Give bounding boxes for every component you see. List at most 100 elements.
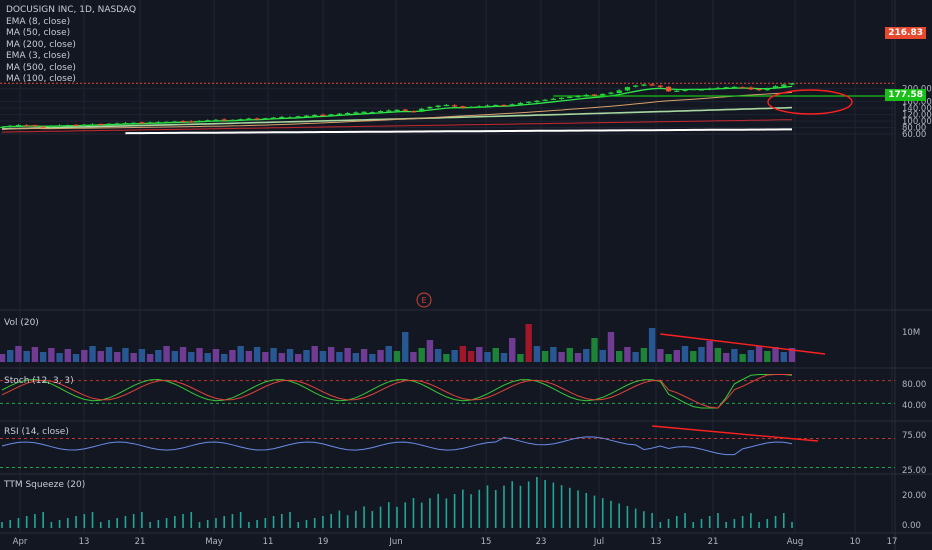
candle-89	[731, 86, 737, 89]
volume-bar-8	[64, 349, 72, 362]
volume-bar-20	[163, 346, 170, 362]
volume-bar-21	[171, 351, 179, 362]
candle-68	[558, 97, 565, 100]
volume-bar-33	[270, 348, 277, 362]
candle-24	[196, 120, 203, 122]
x-tick-9: Jul	[593, 537, 604, 547]
stoch-k-line	[1, 374, 793, 409]
volume-bar-7	[56, 353, 63, 362]
y-tick-2: 100.00	[902, 117, 932, 127]
candle-67	[550, 98, 556, 100]
legend-ma50: MA (50, close)	[6, 28, 71, 38]
volume-bar-93	[764, 351, 771, 362]
volume-bar-72	[591, 338, 598, 362]
y-tick-4: 140.00	[902, 104, 932, 114]
volume-bar-41	[336, 352, 343, 362]
candle-14	[114, 123, 120, 125]
candle-48	[394, 109, 400, 111]
candle-42	[345, 113, 351, 115]
candle-93	[764, 88, 770, 91]
candle-80	[657, 85, 663, 87]
volume-bar-14	[114, 352, 121, 362]
volume-bar-95	[780, 352, 787, 362]
volume-bar-87	[714, 348, 722, 362]
candle-40	[328, 114, 334, 116]
candle-90	[740, 87, 746, 89]
legend-ema3: EMA (3, close)	[6, 51, 71, 61]
volume-bar-0	[0, 354, 6, 362]
volume-bar-25	[204, 353, 211, 362]
candle-19	[155, 122, 161, 124]
x-tick-7: 15	[481, 537, 492, 547]
y-tick-5: 160.00	[902, 98, 932, 108]
x-tick-3: May	[205, 537, 223, 547]
candle-39	[320, 114, 326, 116]
candle-77	[633, 85, 639, 87]
volume-bar-64	[525, 324, 532, 362]
volume-bar-29	[237, 346, 244, 362]
volume-bar-4	[31, 347, 39, 362]
legend-ma500: MA (500, close)	[6, 62, 76, 73]
candle-55	[452, 105, 458, 107]
volume-bar-71	[583, 349, 590, 362]
candle-32	[262, 118, 268, 120]
volume-bar-88	[722, 353, 730, 362]
candle-96	[789, 83, 795, 85]
volume-bar-70	[574, 353, 582, 362]
volume-bar-43	[352, 353, 360, 362]
volume-bar-52	[426, 340, 434, 362]
volume-bar-78	[640, 348, 648, 362]
candle-25	[205, 120, 211, 122]
volume-bar-28	[229, 350, 236, 362]
candle-11	[89, 124, 96, 126]
candle-44	[361, 111, 367, 113]
candle-20	[163, 121, 170, 123]
volume-bar-66	[541, 351, 549, 362]
candle-84	[690, 89, 696, 91]
volume-bar-92	[755, 346, 763, 362]
volume-bar-46	[377, 350, 384, 362]
volume-bar-16	[130, 353, 137, 362]
volume-bar-83	[681, 346, 689, 362]
candle-74	[608, 92, 614, 94]
x-tick-14: 17	[887, 537, 898, 547]
candle-62	[509, 104, 515, 106]
ma50-line	[1, 91, 793, 130]
candle-29	[238, 119, 244, 121]
volume-bar-1	[7, 350, 14, 362]
volume-bar-75	[615, 351, 623, 362]
candle-9	[73, 124, 79, 126]
stoch-panel-label: Stoch (12, 3, 3)	[4, 376, 74, 386]
candle-79	[649, 84, 655, 86]
legend-ma200: MA (200, close)	[6, 39, 76, 50]
candle-13	[106, 123, 112, 125]
candle-4	[32, 125, 38, 127]
volume-bar-91	[747, 350, 755, 362]
rsi-trendline	[652, 425, 819, 442]
candle-72	[591, 94, 598, 96]
x-tick-13: 10	[850, 537, 861, 547]
legend-title: DOCUSIGN INC, 1D, NASDAQ	[6, 5, 137, 15]
last-price-tag: 216.83	[885, 27, 926, 39]
volume-bar-5	[39, 352, 47, 362]
candle-35	[287, 117, 293, 119]
panel-tick-2: 40.00	[902, 401, 926, 411]
earnings-marker-label: E	[421, 296, 426, 305]
volume-bar-42	[344, 348, 351, 362]
candle-57	[468, 106, 474, 109]
volume-bar-11	[89, 346, 96, 362]
volume-bar-48	[393, 351, 401, 362]
volume-bar-96	[788, 348, 796, 362]
x-tick-10: 13	[651, 537, 662, 547]
volume-bar-80	[657, 349, 664, 362]
volume-bar-53	[434, 349, 442, 362]
volume-bar-94	[772, 347, 779, 362]
volume-bar-12	[97, 351, 104, 362]
candle-51	[419, 108, 425, 112]
volume-bar-90	[739, 354, 746, 362]
candle-23	[188, 121, 194, 123]
volume-bar-85	[698, 347, 705, 362]
candle-52	[427, 106, 433, 109]
volume-bar-15	[122, 348, 129, 362]
